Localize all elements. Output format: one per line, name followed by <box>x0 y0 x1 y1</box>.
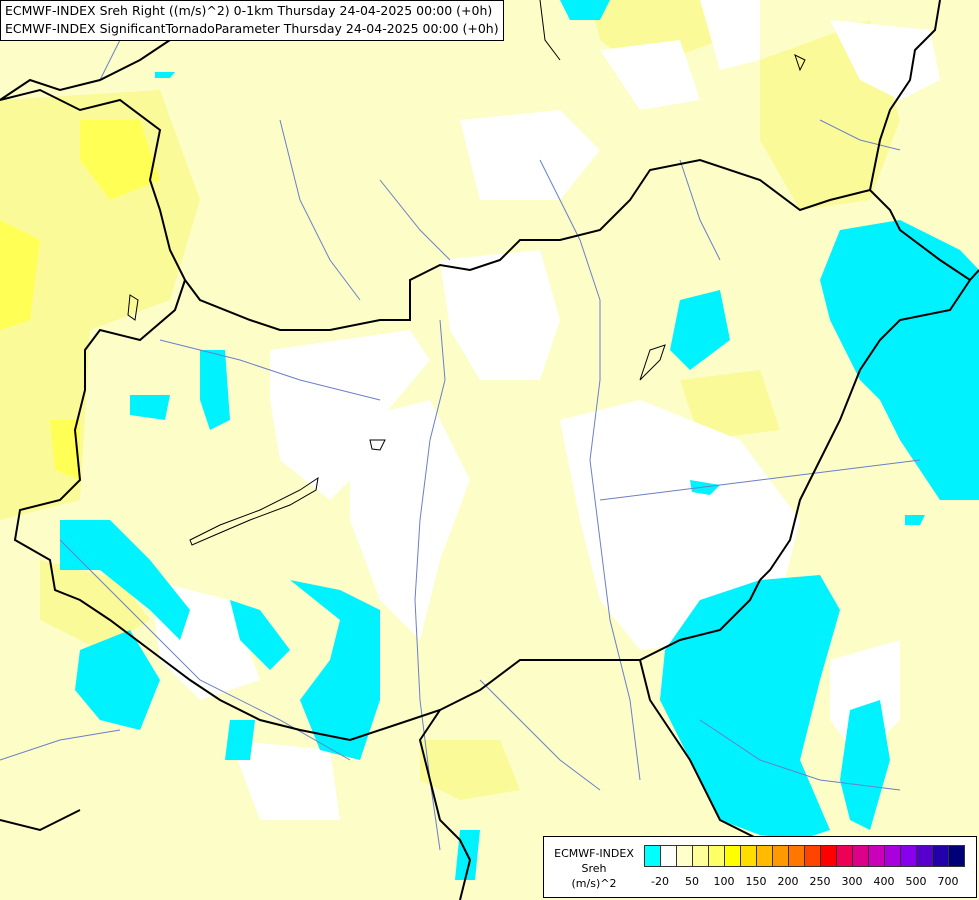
legend-swatch <box>900 845 917 867</box>
color-legend: ECMWF-INDEX Sreh (m/s)^2 -20 50 100 150 200 2… <box>543 836 977 898</box>
legend-tick-label: 200 <box>777 875 799 888</box>
legend-swatch <box>788 845 805 867</box>
legend-tick-label: 500 <box>905 875 927 888</box>
legend-tick-label: -20 <box>651 875 669 888</box>
title-line-2: ECMWF-INDEX SignificantTornadoParameter … <box>5 21 499 36</box>
legend-tick-label: 700 <box>937 875 959 888</box>
title-box: ECMWF-INDEX Sreh Right ((m/s)^2) 0-1km T… <box>0 0 504 41</box>
title-line-1: ECMWF-INDEX Sreh Right ((m/s)^2) 0-1km T… <box>5 3 493 18</box>
legend-swatch <box>804 845 821 867</box>
legend-swatch <box>932 845 949 867</box>
legend-swatch <box>660 845 677 867</box>
legend-swatch <box>868 845 885 867</box>
legend-title: ECMWF-INDEX Sreh (m/s)^2 <box>548 846 640 891</box>
legend-swatch <box>884 845 901 867</box>
legend-swatch <box>948 845 965 867</box>
legend-tick-label: 300 <box>841 875 863 888</box>
lake-outline <box>189 476 319 546</box>
legend-tick-label: 50 <box>685 875 699 888</box>
rivers <box>0 0 921 851</box>
cyan-shading <box>60 0 979 880</box>
legend-swatch <box>916 845 933 867</box>
bright-yellow-shading <box>0 120 160 480</box>
legend-tick-label: 150 <box>745 875 767 888</box>
legend-title-line-1: ECMWF-INDEX <box>554 847 634 860</box>
legend-swatch <box>708 845 725 867</box>
region-borders <box>127 0 806 451</box>
legend-tick-label: 100 <box>713 875 735 888</box>
legend-swatch <box>836 845 853 867</box>
legend-title-line-3: (m/s)^2 <box>571 877 617 890</box>
legend-tick-label: 250 <box>809 875 831 888</box>
legend-swatch <box>692 845 709 867</box>
legend-swatch <box>724 845 741 867</box>
legend-swatch <box>740 845 757 867</box>
legend-tick-label: 400 <box>873 875 895 888</box>
legend-swatch <box>820 845 837 867</box>
legend-swatch <box>756 845 773 867</box>
legend-swatch <box>772 845 789 867</box>
legend-title-line-2: Sreh <box>581 862 607 875</box>
legend-swatch <box>852 845 869 867</box>
legend-swatch <box>676 845 693 867</box>
legend-swatch <box>644 845 661 867</box>
